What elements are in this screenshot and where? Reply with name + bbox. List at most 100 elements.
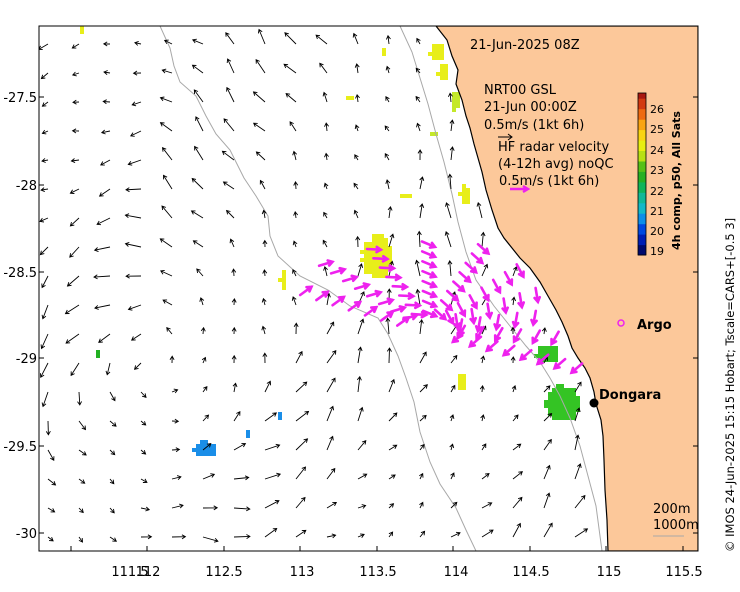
sst-pixel (436, 48, 440, 52)
radar-arrow (474, 316, 483, 334)
sst-pixel (548, 400, 552, 404)
depth-contour-1000m (159, 26, 477, 551)
model-arrow (384, 152, 390, 161)
model-arrow (419, 351, 427, 364)
sst-pixel (542, 350, 546, 354)
depth-legend-1000m: 1000m (653, 518, 699, 533)
sst-pixel (372, 246, 376, 250)
model-arrow (354, 154, 359, 161)
model-arrow (196, 268, 204, 277)
sst-pixel (564, 404, 568, 408)
sst-pixel (364, 242, 368, 246)
sst-pixel (96, 350, 100, 354)
model-arrow (543, 385, 551, 393)
sst-pixel (456, 100, 460, 104)
model-arrow (293, 211, 299, 219)
model-arrow (233, 410, 241, 422)
sst-pixel (400, 194, 404, 198)
sst-pixel (568, 392, 572, 396)
sst-pixel (568, 400, 572, 404)
model-arrow (355, 93, 360, 103)
sst-pixel (462, 200, 466, 204)
model-arrow (125, 273, 142, 279)
sst-pixel (458, 386, 462, 390)
model-arrow (295, 438, 309, 451)
model-current-arrows (39, 28, 589, 543)
model-arrow (233, 506, 251, 512)
model-arrow (69, 188, 80, 194)
model-arrow (39, 43, 49, 50)
sst-pixel (360, 250, 364, 254)
model-arrow (319, 62, 328, 74)
radar-arrow (421, 260, 438, 269)
sst-pixel (538, 346, 542, 350)
model-arrow (255, 151, 266, 161)
sst-patch (192, 440, 216, 456)
model-arrow (574, 463, 582, 480)
sst-pixel (554, 350, 558, 354)
sst-pixel (278, 278, 282, 282)
sst-pixel (462, 196, 466, 200)
sst-pixel (440, 64, 444, 68)
model-arrow (64, 304, 80, 315)
sst-pixel (572, 404, 576, 408)
model-arrow (124, 241, 142, 248)
sst-pixel (346, 96, 350, 100)
colorbar-swatch (638, 181, 646, 193)
colorbar-swatch (638, 213, 646, 225)
model-arrow (225, 32, 235, 45)
colorbar-tick-label: 23 (650, 164, 664, 177)
radar-arrow (468, 335, 482, 348)
sst-pixel (372, 266, 376, 270)
sst-pixel (208, 452, 212, 456)
model-arrow (264, 527, 278, 538)
sst-pixel (572, 412, 576, 416)
colorbar: 26 25 24 23 22 21 20 19 4h comp, p50, Al… (637, 92, 683, 258)
model-arrow (231, 298, 237, 306)
radar-arrow (353, 282, 372, 290)
model-arrow (292, 240, 298, 248)
sst-pixel (208, 448, 212, 452)
model-arrow (447, 260, 453, 277)
sst-pixel (458, 382, 462, 386)
model-arrow (449, 119, 455, 132)
sst-patch (544, 384, 580, 420)
sst-pixel (372, 250, 376, 254)
model-arrow (40, 187, 49, 193)
sst-pixel (278, 412, 282, 416)
radar-arrow (298, 285, 314, 297)
sst-patch (346, 96, 354, 100)
radar-arrow (421, 309, 439, 319)
sst-pixel (380, 250, 384, 254)
model-arrow (512, 414, 519, 422)
sst-pixel (462, 188, 466, 192)
radar-scale-arrow (510, 184, 531, 194)
sst-pixel (200, 448, 204, 452)
model-arrow (326, 435, 334, 451)
sst-pixel (436, 52, 440, 56)
radar-label: HF radar velocity (498, 140, 610, 155)
model-arrow (385, 96, 390, 103)
model-arrow (191, 177, 204, 190)
model-arrow (322, 239, 328, 248)
sst-pixel (466, 192, 470, 196)
colorbar-swatch (638, 93, 646, 99)
colorbar-frame (637, 92, 647, 256)
model-arrow (415, 288, 421, 306)
model-arrow (200, 326, 206, 335)
sst-pixel (382, 48, 386, 52)
model-arrow (416, 37, 421, 45)
sst-pixel (376, 262, 380, 266)
sst-pixel (372, 270, 376, 274)
sst-pixel (444, 76, 448, 80)
sst-pixel (544, 400, 548, 404)
model-arrow (98, 333, 111, 343)
sst-pixel (380, 270, 384, 274)
sst-pixel (376, 266, 380, 270)
model-scale: 0.5m/s (1kt 6h) (484, 118, 584, 133)
sst-pixel (466, 200, 470, 204)
model-arrow (476, 201, 483, 219)
model-arrow (202, 505, 219, 511)
land (435, 26, 698, 551)
sst-pixel (556, 408, 560, 412)
